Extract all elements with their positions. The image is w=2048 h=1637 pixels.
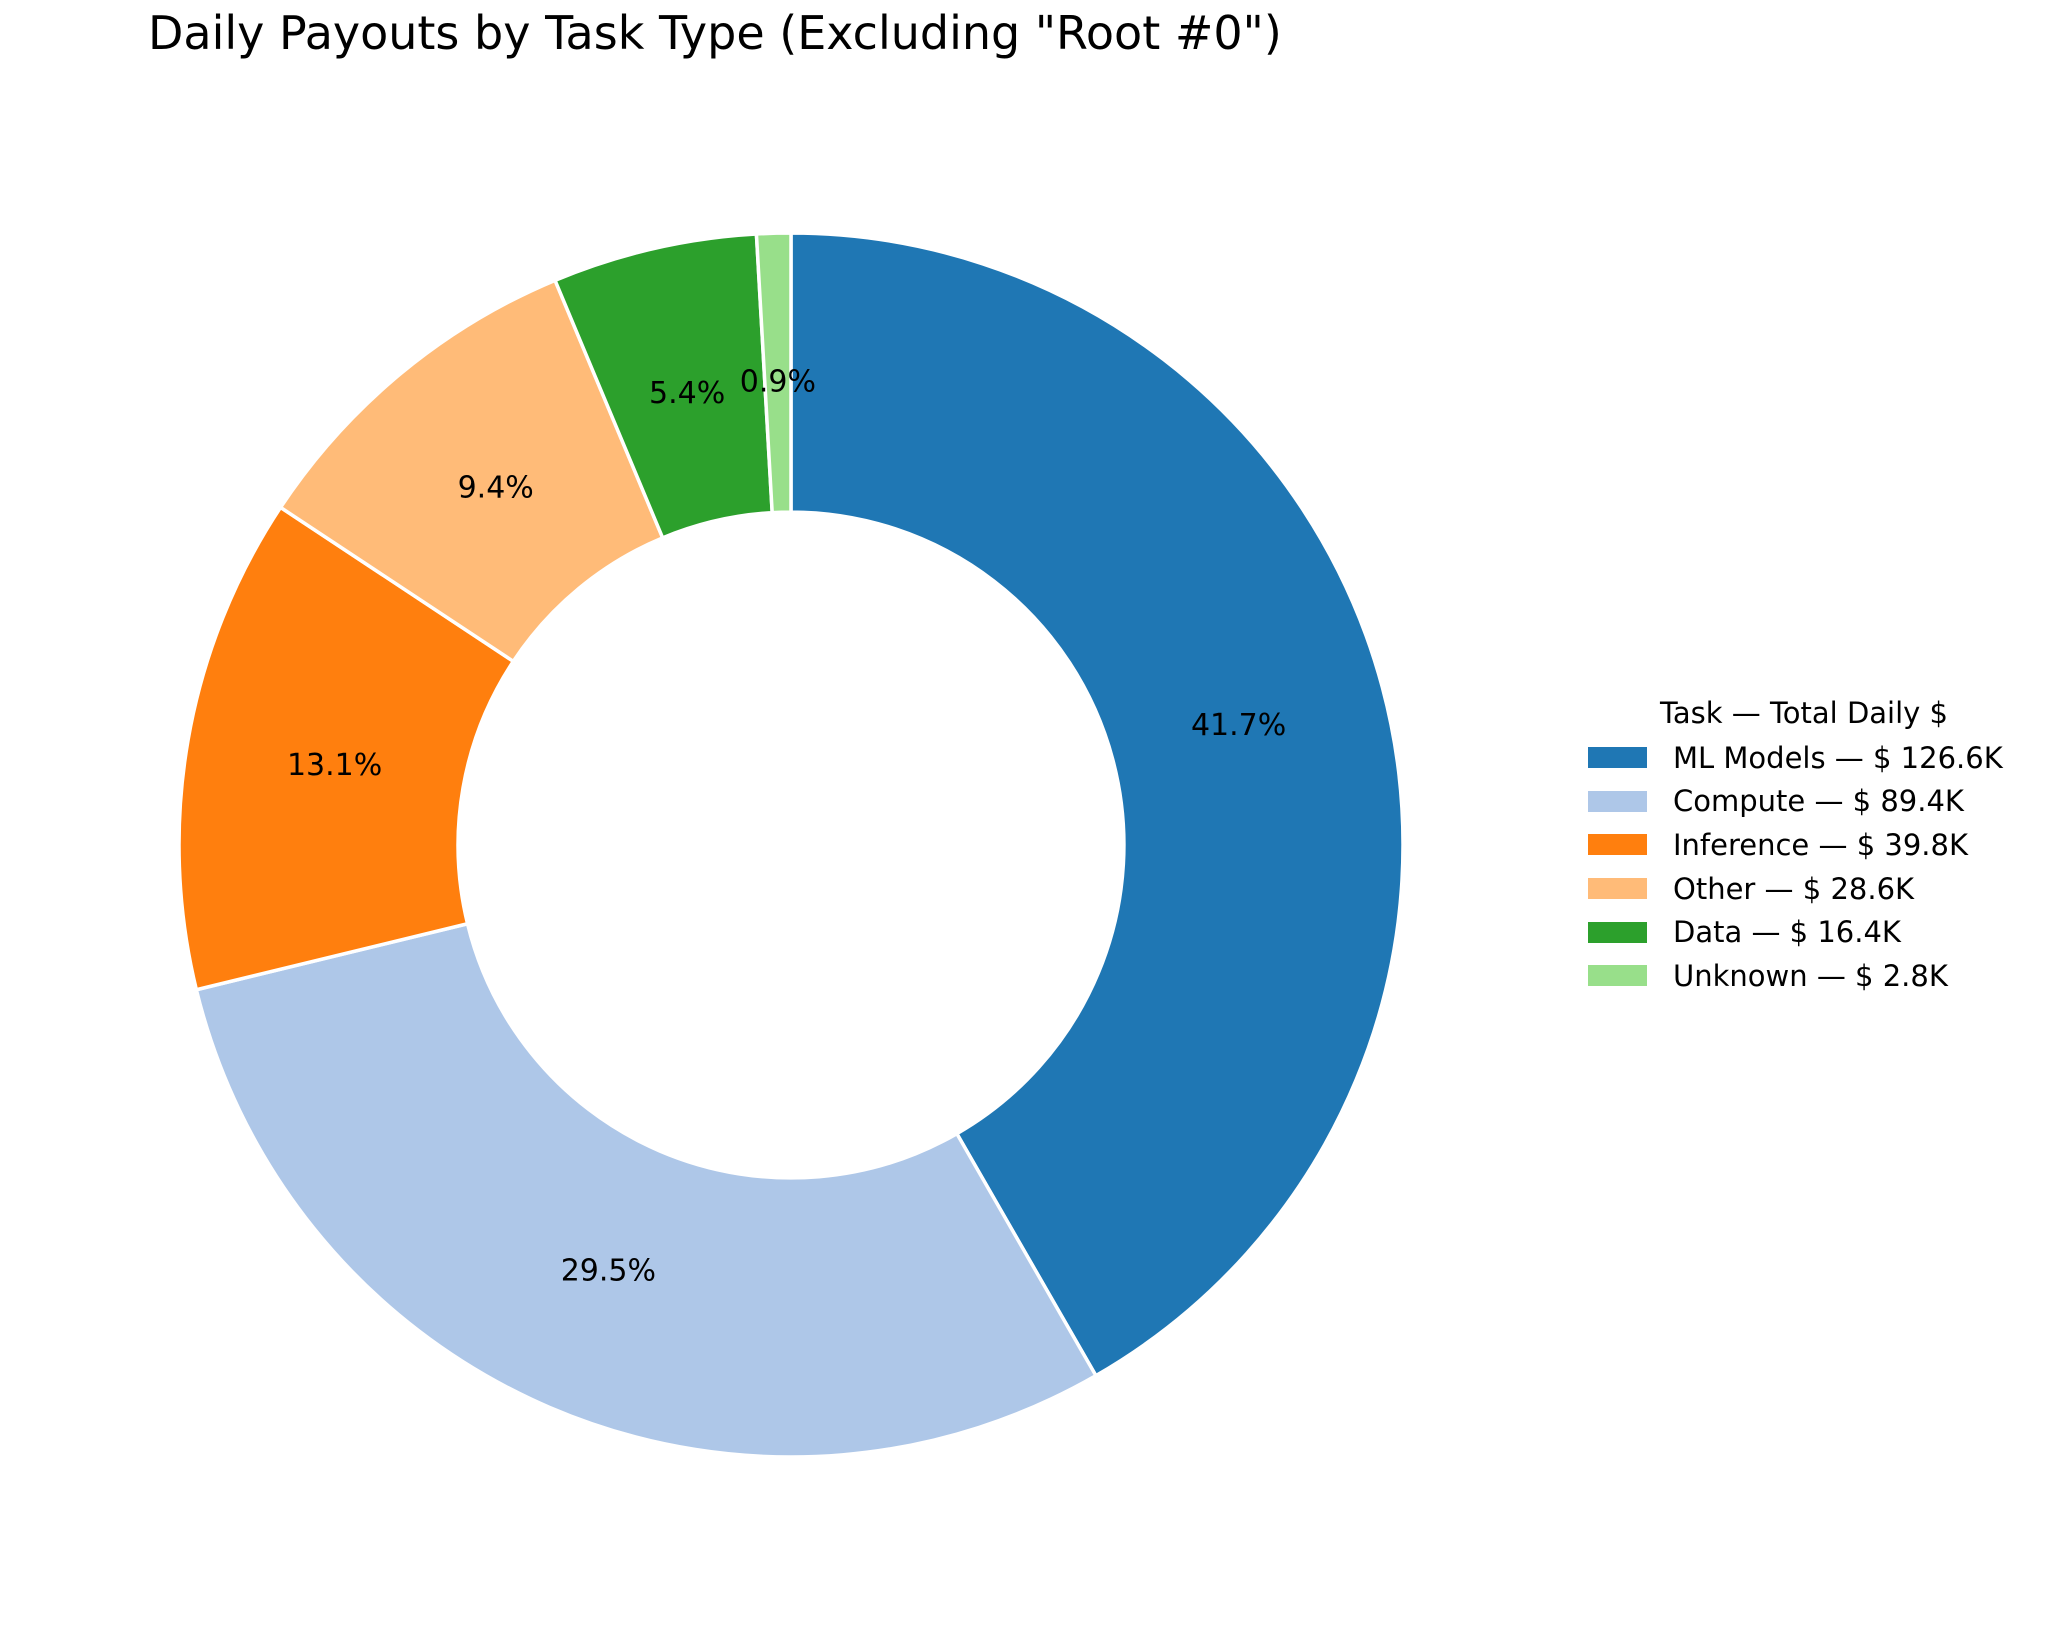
legend-swatch-data [1588, 921, 1647, 943]
legend-rows: ML Models — $ 126.6K Compute — $ 89.4K Inf… [1588, 736, 2020, 998]
pie-slice-ml-models [789, 231, 1405, 1378]
pie-slice-unknown [754, 231, 793, 515]
pct-label-data: 5.4% [649, 376, 725, 411]
pct-label-other: 9.4% [458, 471, 534, 506]
legend-swatch-unknown [1588, 965, 1647, 987]
legend-row-ml-models: ML Models — $ 126.6K [1588, 736, 2020, 780]
legend-swatch-other [1588, 878, 1647, 900]
legend-swatch-ml-models [1588, 747, 1647, 769]
legend-row-other: Other — $ 28.6K [1588, 867, 2020, 911]
legend-row-inference: Inference — $ 39.8K [1588, 823, 2020, 867]
chart-title: Daily Payouts by Task Type (Excluding "R… [148, 6, 1282, 60]
legend-label-unknown: Unknown — $ 2.8K [1673, 958, 1948, 993]
legend: Task — Total Daily $ ML Models — $ 126.6… [1588, 696, 2020, 998]
legend-swatch-compute [1588, 790, 1647, 812]
pct-label-ml-models: 41.7% [1191, 708, 1286, 743]
legend-row-unknown: Unknown — $ 2.8K [1588, 954, 2020, 998]
legend-label-other: Other — $ 28.6K [1673, 871, 1915, 906]
pie-slice-inference [177, 505, 516, 992]
legend-row-data: Data — $ 16.4K [1588, 910, 2020, 954]
legend-row-compute: Compute — $ 89.4K [1588, 780, 2020, 824]
pie-slice-compute [194, 921, 1098, 1459]
legend-label-compute: Compute — $ 89.4K [1673, 784, 1964, 819]
legend-swatch-inference [1588, 834, 1647, 856]
pct-label-inference: 13.1% [287, 748, 382, 783]
pct-label-compute: 29.5% [561, 1253, 656, 1288]
legend-label-ml-models: ML Models — $ 126.6K [1673, 740, 2003, 775]
pie-slice-other [278, 278, 665, 664]
legend-label-data: Data — $ 16.4K [1673, 915, 1901, 950]
legend-label-inference: Inference — $ 39.8K [1673, 827, 1968, 862]
legend-title: Task — Total Daily $ [1659, 696, 1949, 730]
pct-label-unknown: 0.9% [740, 364, 816, 399]
